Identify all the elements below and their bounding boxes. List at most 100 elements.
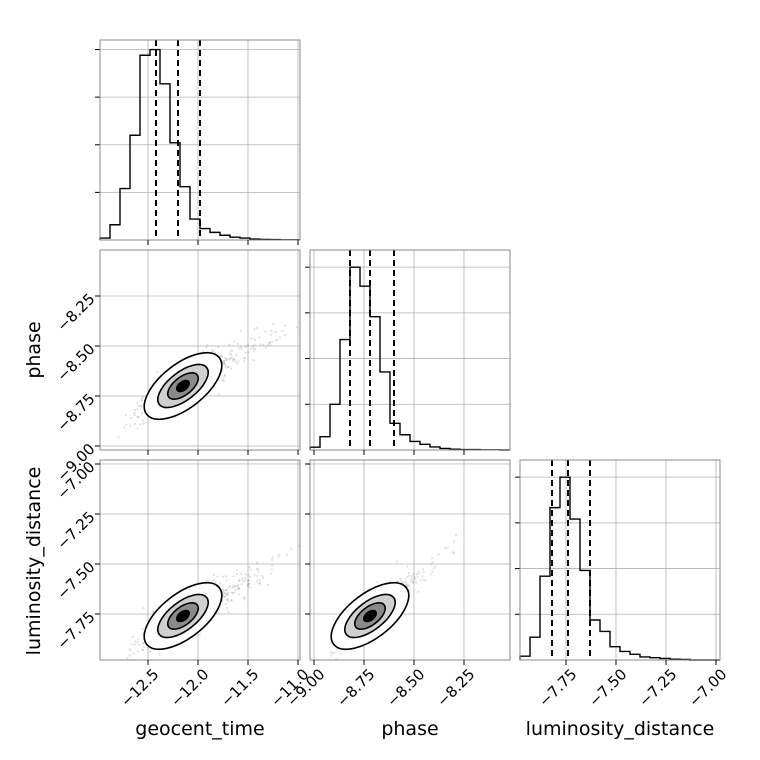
sample-point [141,628,144,631]
sample-point [229,349,232,352]
sample-point [271,556,275,559]
sample-point [218,354,222,358]
sample-point [255,326,258,329]
sample-point [247,579,250,582]
sample-point [416,573,419,576]
sample-point [422,571,425,574]
sample-point [228,357,231,360]
sample-point [224,356,227,360]
sample-point [417,570,420,573]
sample-point [410,577,413,580]
sample-point [255,580,259,583]
hist-geocent_time [99,48,300,241]
sample-point [234,589,237,592]
sample-point [452,551,455,554]
sample-point [133,413,136,417]
sample-point [142,642,145,646]
sample-point [241,577,244,580]
sample-point [270,558,274,561]
sample-point [268,341,272,344]
x-tick-label-luminosity_distance: −7.50 [585,665,630,710]
sample-point [140,397,143,400]
sample-point [410,574,413,578]
sample-point [236,584,240,587]
sample-point [136,641,139,644]
sample-point [269,572,273,575]
xlabel-phase: phase [381,718,438,740]
sample-point [281,329,284,333]
sample-point [247,578,250,582]
sample-point [247,574,250,577]
sample-point [258,581,262,585]
sample-point [221,575,225,578]
sample-point [431,560,434,564]
sample-point [222,361,225,364]
sample-point [156,371,159,374]
sample-point [234,585,237,588]
sample-point [301,552,303,554]
x-tick-label-phase: −8.25 [433,665,478,710]
x-tick-label-geocent_time: −12.5 [117,665,162,710]
sample-point [223,592,226,595]
sample-point [141,642,145,645]
sample-point [247,582,250,585]
sample-point [237,342,240,345]
y-tick-label-phase: −8.50 [53,340,98,385]
sample-point [207,579,210,582]
sample-point [257,570,260,573]
sample-point [285,553,289,556]
sample-point [331,652,334,655]
hist-frame [309,249,511,451]
sample-point [130,643,133,646]
sample-point [140,399,144,402]
sample-point [238,579,241,582]
sample-point [406,584,409,587]
sample-point [253,338,257,341]
sample-point [409,579,412,583]
sample-point [400,581,403,584]
sample-point [339,652,342,655]
sample-point [249,348,253,351]
sample-point [242,596,245,599]
sample-point [129,424,132,428]
sample-point [272,322,275,326]
joint-frame [309,459,511,661]
sample-point [256,574,259,577]
sample-point [258,578,261,581]
sample-point [222,595,226,598]
sample-point [270,329,273,333]
sample-point [302,545,304,547]
sample-point [151,610,154,614]
sample-point [223,373,226,377]
sample-point [228,584,232,587]
sample-point [235,573,239,576]
sample-point [422,578,425,581]
sample-point [214,580,217,584]
hist-frame [99,39,301,241]
sample-point [236,362,239,365]
ylabel-phase: phase [23,321,45,378]
sample-point [412,581,415,584]
sample-point [227,366,230,369]
sample-point [225,579,228,582]
sample-point [226,593,229,596]
sample-point [239,345,242,348]
sample-point [246,584,249,587]
sample-point [429,573,432,576]
sample-point [431,570,434,573]
sample-point [223,375,226,378]
sample-point [395,579,398,583]
sample-point [223,595,227,598]
sample-point [284,324,287,327]
sample-point [244,345,247,349]
y-tick-label-phase: −8.75 [53,390,98,435]
contour-level-3 [175,609,191,623]
sample-point [396,580,399,583]
sample-point [224,588,227,592]
sample-point [126,657,129,660]
joint-panel-geocent_time-luminosity_distance [95,459,304,665]
sample-point [335,647,339,651]
sample-point [142,645,145,649]
sample-point [204,580,207,583]
